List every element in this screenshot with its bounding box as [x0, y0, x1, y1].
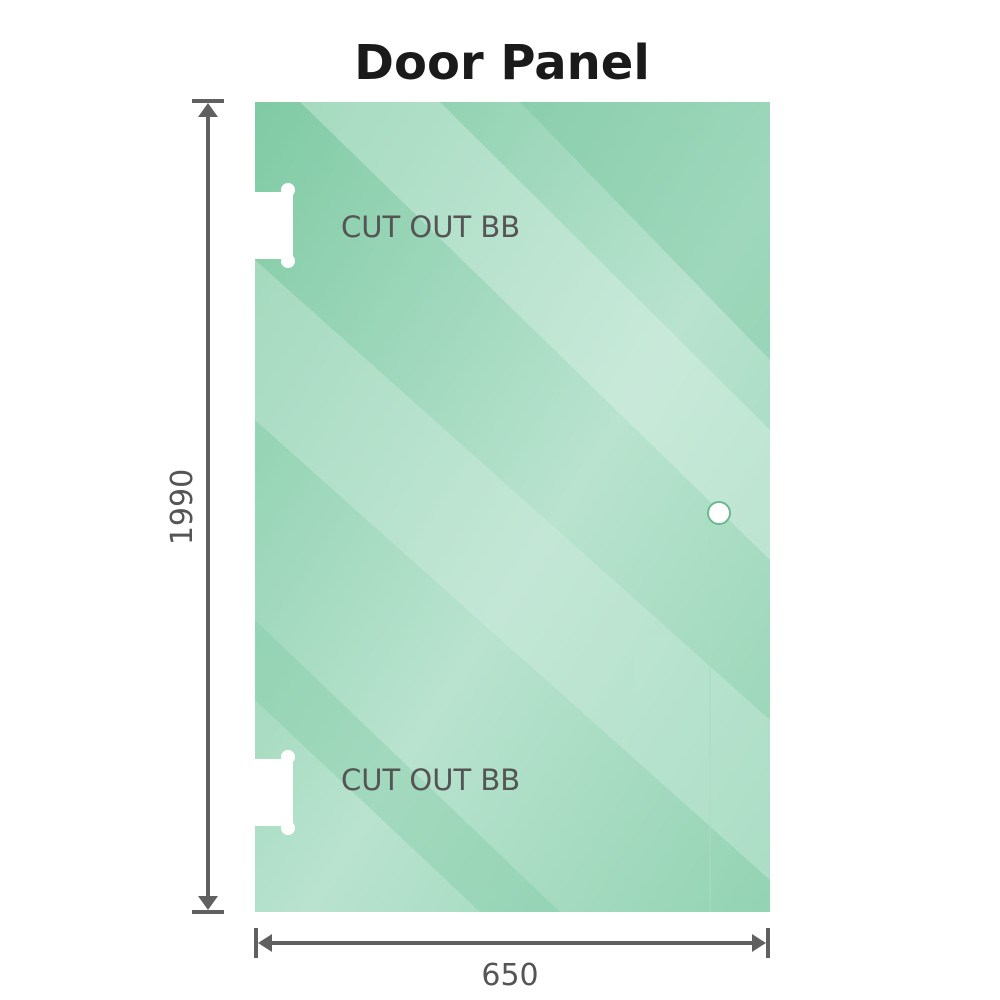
- cutout-label-bottom: CUT OUT BB: [341, 763, 520, 797]
- handle-hole-icon: [707, 501, 731, 525]
- glass-panel: [255, 102, 770, 912]
- diagram-title: Door Panel: [354, 35, 650, 91]
- cutout-bottom: [250, 750, 295, 835]
- cutout-top: [250, 183, 295, 268]
- height-dimension-label: 1990: [165, 469, 200, 545]
- width-dimension-label: 650: [481, 958, 538, 993]
- width-dimension-line: [254, 928, 770, 958]
- cutout-label-top: CUT OUT BB: [341, 210, 520, 244]
- height-dimension-line: [192, 99, 224, 914]
